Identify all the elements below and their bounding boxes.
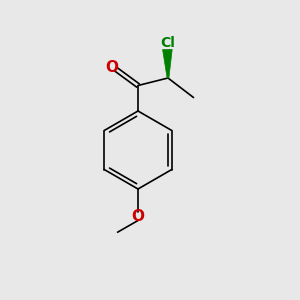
Text: Cl: Cl [160, 36, 175, 50]
Text: O: O [105, 60, 119, 75]
Text: O: O [131, 209, 145, 224]
Polygon shape [163, 50, 172, 78]
